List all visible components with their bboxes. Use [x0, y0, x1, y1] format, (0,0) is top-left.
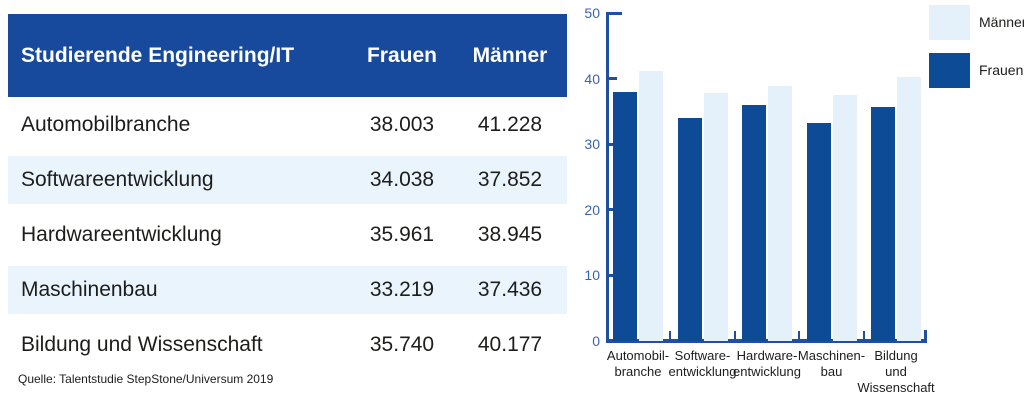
- y-axis-tick: [606, 273, 617, 277]
- table-row: Maschinenbau 33.219 37.436: [8, 266, 567, 314]
- maenner-value: 38.945: [477, 223, 543, 246]
- source-note: Quelle: Talentstudie StepStone/Universum…: [18, 372, 274, 386]
- x-category-label: Bildung und Wissenschaft: [850, 348, 942, 396]
- x-category-label: Maschinen-bau: [786, 348, 878, 380]
- y-tick-label: 50: [584, 5, 600, 21]
- bar-frauen: [613, 91, 637, 341]
- maenner-value: 40.177: [477, 333, 543, 356]
- y-tick-label: 0: [592, 333, 600, 349]
- legend-swatch-frauen: [929, 53, 970, 88]
- frauen-value: 34.038: [369, 168, 435, 191]
- y-tick-label: 10: [584, 267, 600, 284]
- row-label: Hardwareentwicklung: [21, 223, 222, 246]
- bar-frauen: [806, 123, 831, 341]
- x-axis-separator: [733, 331, 736, 340]
- table-title: Studierende Engineering/IT: [21, 44, 295, 67]
- x-category-label-line: entwicklung: [733, 364, 801, 379]
- legend-swatch-maenner: [929, 5, 970, 40]
- y-axis-corner: [606, 12, 622, 15]
- bar-frauen: [677, 117, 702, 341]
- bar-maenner: [897, 77, 921, 341]
- column-header-maenner: Männer: [472, 44, 548, 67]
- maenner-value: 37.852: [477, 168, 543, 191]
- x-category-label: Hardware-entwicklung: [721, 348, 813, 380]
- x-axis-line: [606, 339, 927, 343]
- x-category-label-line: bau: [820, 364, 843, 379]
- table-header: Studierende Engineering/IT Frauen Männer: [8, 14, 567, 97]
- row-label: Maschinenbau: [21, 278, 158, 301]
- legend-label-frauen: Frauen: [979, 62, 1024, 78]
- y-tick-label: 30: [584, 136, 600, 153]
- frauen-value: 35.961: [369, 223, 435, 246]
- bar-maenner: [639, 70, 663, 341]
- bar-frauen: [871, 106, 895, 341]
- x-axis-endcap: [924, 330, 927, 343]
- table-row: Softwareentwicklung 34.038 37.852: [8, 156, 567, 204]
- x-category-label-line: Automobil-: [606, 348, 670, 363]
- column-header-frauen: Frauen: [366, 44, 437, 67]
- frauen-value: 35.740: [369, 333, 435, 356]
- maenner-value: 37.436: [477, 278, 543, 301]
- row-label: Bildung und Wissenschaft: [21, 333, 263, 356]
- x-category-label-line: branche: [614, 364, 662, 379]
- y-axis-tick: [606, 77, 617, 81]
- y-axis-tick: [606, 208, 617, 212]
- bar-maenner: [703, 92, 728, 341]
- table-row: Automobilbranche 38.003 41.228: [8, 101, 567, 149]
- bar-maenner: [832, 95, 857, 341]
- x-category-label: Software-entwicklung: [657, 348, 749, 380]
- x-category-label-line: Bildung: [874, 348, 918, 363]
- y-tick-label: 40: [584, 70, 600, 87]
- bar-maenner: [768, 85, 792, 341]
- x-axis-separator: [862, 331, 865, 340]
- table-row: Bildung und Wissenschaft 35.740 40.177: [8, 321, 567, 369]
- y-axis-tick: [606, 142, 617, 146]
- x-category-label-line: Wissenschaft: [857, 380, 935, 395]
- x-axis-separator: [798, 331, 800, 340]
- x-category-label-line: Maschinen-: [797, 348, 866, 363]
- x-axis-separator: [669, 331, 671, 340]
- x-category-label: Automobil-branche: [592, 348, 684, 380]
- frauen-value: 33.219: [369, 278, 435, 301]
- y-axis-line: [606, 12, 609, 343]
- row-label: Automobilbranche: [21, 113, 191, 136]
- x-category-label-line: Hardware-: [736, 348, 798, 363]
- table-row: Hardwareentwicklung 35.961 38.945: [8, 211, 567, 259]
- bar-frauen: [742, 105, 766, 341]
- maenner-value: 41.228: [477, 113, 543, 136]
- x-category-label-line: Software-: [674, 348, 731, 363]
- legend-label-maenner: Männer: [979, 14, 1024, 30]
- x-category-label-line: entwicklung: [668, 364, 737, 379]
- row-label: Softwareentwicklung: [21, 168, 214, 191]
- y-tick-label: 20: [584, 201, 600, 218]
- x-category-label-line: und: [885, 364, 907, 379]
- frauen-value: 38.003: [369, 113, 435, 136]
